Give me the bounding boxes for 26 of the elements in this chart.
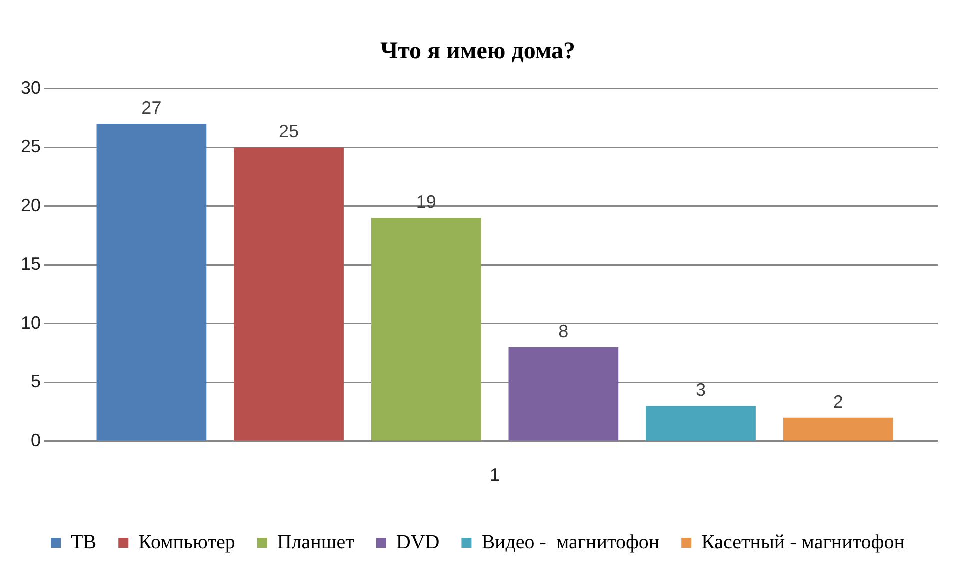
y-tick-label: 25 [20, 136, 42, 157]
y-tick-label: 10 [20, 312, 42, 333]
y-tick-label: 20 [20, 195, 42, 216]
bar [234, 148, 344, 441]
legend-label: Планшет [277, 531, 355, 554]
legend-label: Видео - магнитофон [482, 531, 660, 554]
data-label: 27 [142, 98, 162, 118]
legend-label: Касетный - магнитофон [702, 531, 906, 554]
data-label: 2 [833, 392, 844, 412]
bar [646, 406, 756, 441]
legend-label: Компьютер [138, 531, 236, 554]
bar [371, 218, 482, 441]
y-tick-label: 15 [20, 254, 42, 274]
data-label: 25 [279, 122, 300, 142]
y-tick-label: 5 [31, 372, 42, 392]
legend-label: DVD [396, 531, 440, 554]
y-tick-label: 0 [31, 430, 42, 450]
x-tick-label: 1 [490, 465, 500, 486]
y-tick-label: 30 [20, 78, 42, 98]
data-label: 3 [696, 380, 706, 400]
chart-title: Что я имею дома? [380, 38, 576, 65]
bar [508, 347, 619, 441]
legend-label: ТВ [71, 531, 97, 554]
data-label: 8 [558, 321, 569, 342]
bar [96, 124, 207, 441]
bar [783, 418, 894, 441]
